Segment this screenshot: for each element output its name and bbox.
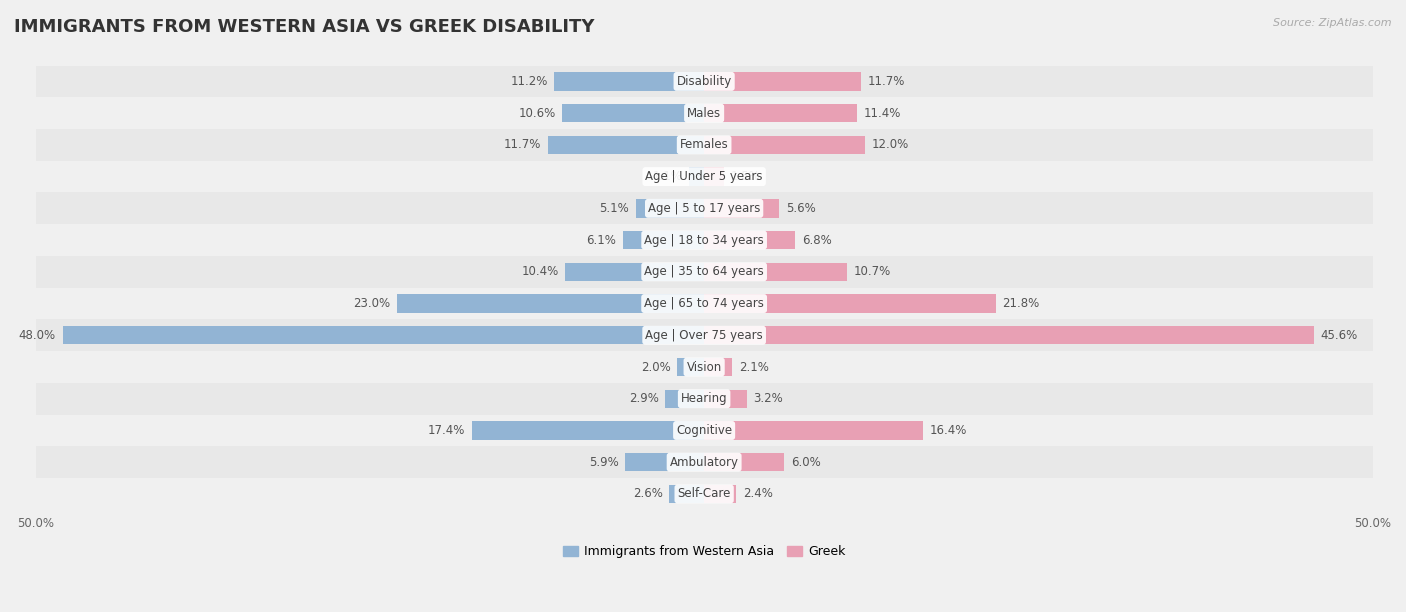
Text: 3.2%: 3.2% (754, 392, 783, 405)
Bar (669, 485, 704, 503)
Text: Males: Males (688, 106, 721, 119)
Text: 11.7%: 11.7% (503, 138, 541, 151)
Bar (35, 97, 1372, 129)
Text: 11.7%: 11.7% (868, 75, 904, 88)
Text: 17.4%: 17.4% (427, 424, 465, 437)
Bar (704, 72, 860, 91)
Bar (554, 72, 704, 91)
Text: Disability: Disability (676, 75, 731, 88)
Text: 10.6%: 10.6% (519, 106, 555, 119)
Bar (35, 65, 1372, 97)
Bar (471, 421, 704, 439)
Text: 6.0%: 6.0% (792, 456, 821, 469)
Bar (636, 199, 704, 217)
Bar (704, 294, 995, 313)
Text: 5.9%: 5.9% (589, 456, 619, 469)
Bar (35, 288, 1372, 319)
Bar (62, 326, 704, 345)
Bar (35, 478, 1372, 510)
Bar (704, 326, 1313, 345)
Text: Age | 18 to 34 years: Age | 18 to 34 years (644, 234, 763, 247)
Text: 6.8%: 6.8% (801, 234, 831, 247)
Text: Ambulatory: Ambulatory (669, 456, 738, 469)
Legend: Immigrants from Western Asia, Greek: Immigrants from Western Asia, Greek (558, 540, 851, 563)
Text: 2.9%: 2.9% (628, 392, 658, 405)
Text: 1.1%: 1.1% (652, 170, 683, 183)
Text: Vision: Vision (686, 360, 721, 373)
Bar (704, 168, 724, 186)
Text: 10.4%: 10.4% (522, 266, 558, 278)
Bar (704, 263, 848, 281)
Bar (35, 224, 1372, 256)
Bar (704, 104, 856, 122)
Text: 2.1%: 2.1% (740, 360, 769, 373)
Text: Age | 5 to 17 years: Age | 5 to 17 years (648, 202, 761, 215)
Text: 11.4%: 11.4% (863, 106, 901, 119)
Bar (35, 256, 1372, 288)
Bar (35, 161, 1372, 193)
Text: 48.0%: 48.0% (18, 329, 56, 341)
Bar (35, 319, 1372, 351)
Bar (35, 129, 1372, 161)
Text: 21.8%: 21.8% (1002, 297, 1039, 310)
Bar (704, 485, 737, 503)
Text: Age | 35 to 64 years: Age | 35 to 64 years (644, 266, 763, 278)
Text: 16.4%: 16.4% (929, 424, 967, 437)
Text: 5.6%: 5.6% (786, 202, 815, 215)
Bar (623, 231, 704, 249)
Bar (704, 389, 747, 408)
Bar (35, 351, 1372, 383)
Bar (35, 446, 1372, 478)
Bar (704, 453, 785, 471)
Bar (704, 136, 865, 154)
Bar (678, 358, 704, 376)
Text: Age | Over 75 years: Age | Over 75 years (645, 329, 763, 341)
Text: 5.1%: 5.1% (599, 202, 630, 215)
Text: 23.0%: 23.0% (353, 297, 389, 310)
Bar (704, 231, 794, 249)
Bar (689, 168, 704, 186)
Text: 2.0%: 2.0% (641, 360, 671, 373)
Bar (704, 358, 733, 376)
Text: 45.6%: 45.6% (1320, 329, 1358, 341)
Text: Age | Under 5 years: Age | Under 5 years (645, 170, 763, 183)
Text: Self-Care: Self-Care (678, 487, 731, 501)
Text: Hearing: Hearing (681, 392, 727, 405)
Text: 10.7%: 10.7% (853, 266, 891, 278)
Bar (704, 199, 779, 217)
Bar (562, 104, 704, 122)
Text: 1.5%: 1.5% (731, 170, 761, 183)
Text: 6.1%: 6.1% (586, 234, 616, 247)
Text: Females: Females (679, 138, 728, 151)
Text: 11.2%: 11.2% (510, 75, 548, 88)
Bar (35, 414, 1372, 446)
Bar (704, 421, 924, 439)
Text: Age | 65 to 74 years: Age | 65 to 74 years (644, 297, 763, 310)
Text: 12.0%: 12.0% (872, 138, 908, 151)
Bar (626, 453, 704, 471)
Bar (35, 383, 1372, 414)
Text: Source: ZipAtlas.com: Source: ZipAtlas.com (1274, 18, 1392, 28)
Text: IMMIGRANTS FROM WESTERN ASIA VS GREEK DISABILITY: IMMIGRANTS FROM WESTERN ASIA VS GREEK DI… (14, 18, 595, 36)
Text: 2.4%: 2.4% (742, 487, 773, 501)
Text: 2.6%: 2.6% (633, 487, 662, 501)
Bar (565, 263, 704, 281)
Bar (35, 193, 1372, 224)
Text: Cognitive: Cognitive (676, 424, 733, 437)
Bar (396, 294, 704, 313)
Bar (548, 136, 704, 154)
Bar (665, 389, 704, 408)
